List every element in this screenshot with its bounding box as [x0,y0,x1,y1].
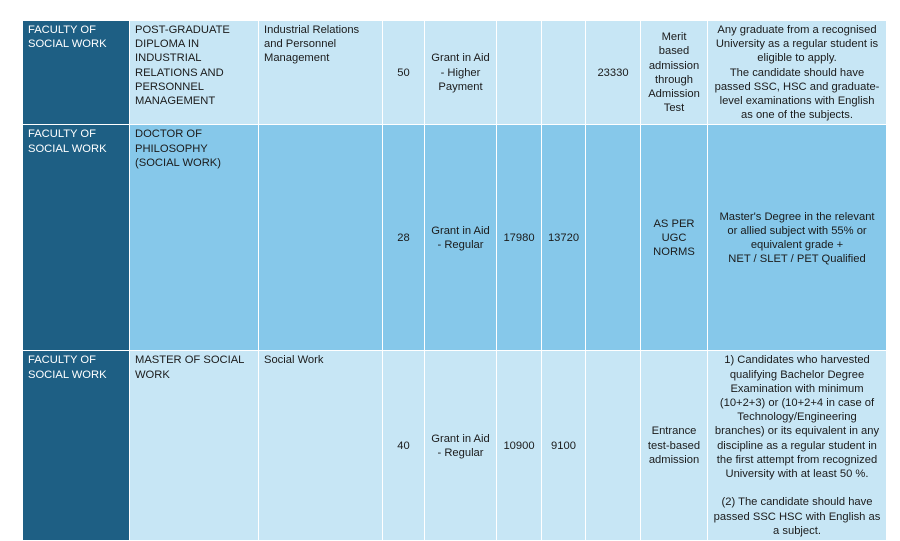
admission-cell: Merit based admission through Admission … [640,19,708,126]
fee-cell [585,350,641,541]
intake-cell: 50 [382,19,425,126]
specialization-cell: Industrial Relations and Personnel Manag… [258,19,383,126]
fee-cell: 17980 [496,124,542,352]
eligibility-cell: Master's Degree in the relevant or allie… [707,124,887,352]
admission-cell: Entrance test-based admission [640,350,708,541]
eligibility-cell: 1) Candidates who harvested qualifying B… [707,350,887,541]
specialization-cell: Social Work [258,350,383,541]
fee-cell [585,124,641,352]
faculty-cell: FACULTY OF SOCIAL WORK [22,350,130,541]
fee-cell: 9100 [541,350,586,541]
fee-cell [541,19,586,126]
fee-cell: 10900 [496,350,542,541]
table-row: FACULTY OF SOCIAL WORK DOCTOR OF PHILOSO… [22,124,887,352]
table-row: FACULTY OF SOCIAL WORK MASTER OF SOCIAL … [22,350,887,541]
eligibility-cell: Any graduate from a recognised Universit… [707,19,887,126]
programme-cell: POST-GRADUATE DIPLOMA IN INDUSTRIAL RELA… [129,19,259,126]
fee-type-cell: Grant in Aid - Regular [424,350,497,541]
faculty-cell: FACULTY OF SOCIAL WORK [22,124,130,352]
intake-cell: 40 [382,350,425,541]
programme-cell: DOCTOR OF PHILOSOPHY (SOCIAL WORK) [129,124,259,352]
specialization-cell [258,124,383,352]
faculty-cell: FACULTY OF SOCIAL WORK [22,19,130,126]
fee-cell: 13720 [541,124,586,352]
table-row: FACULTY OF SOCIAL WORK POST-GRADUATE DIP… [22,19,887,126]
admission-cell: AS PER UGC NORMS [640,124,708,352]
fee-type-cell: Grant in Aid - Regular [424,124,497,352]
fee-cell [496,19,542,126]
programme-cell: MASTER OF SOCIAL WORK [129,350,259,541]
fee-cell: 23330 [585,19,641,126]
fee-type-cell: Grant in Aid - Higher Payment [424,19,497,126]
intake-cell: 28 [382,124,425,352]
programmes-table: FACULTY OF SOCIAL WORK POST-GRADUATE DIP… [22,19,887,541]
